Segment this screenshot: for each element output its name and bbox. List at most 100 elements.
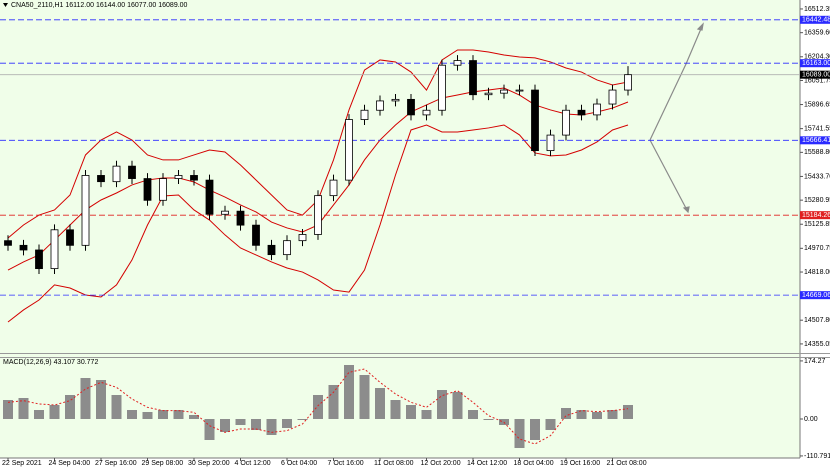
candle-body — [500, 89, 508, 94]
candle-body — [298, 234, 307, 242]
y-tick-label: 16512.35 — [804, 6, 830, 13]
level-label-box — [800, 59, 830, 68]
level-label-box — [800, 15, 830, 24]
macd-bar — [18, 398, 29, 419]
x-tick-label: 27 Sep 16:00 — [95, 460, 137, 467]
chart-title: CNA50_2110,H1 16112.00 16144.00 16077.00… — [11, 2, 188, 9]
y-tick-label: 15741.55 — [804, 125, 830, 132]
candle-body — [608, 89, 617, 105]
y-tick-label: 174.27 — [804, 358, 826, 365]
candle-body — [484, 92, 493, 96]
y-tick-label: 16204.30 — [804, 54, 830, 61]
candle-body — [360, 109, 369, 120]
candle-body — [97, 175, 105, 183]
candle-body — [66, 229, 74, 246]
candle-body — [515, 89, 524, 92]
level-label-box — [800, 291, 830, 300]
macd-bar — [111, 395, 122, 419]
macd-bar — [437, 390, 447, 419]
x-tick-label: 29 Sep 08:00 — [142, 460, 184, 467]
y-tick-label: 15588.80 — [804, 149, 830, 156]
candle-body — [624, 74, 632, 91]
x-tick-label: 4 Oct 12:00 — [235, 460, 271, 467]
candle-body — [221, 210, 229, 215]
macd-bar — [359, 375, 370, 419]
candle-body — [593, 103, 601, 116]
macd-bar — [3, 400, 13, 419]
macd-bar — [34, 410, 44, 419]
candle-body — [577, 109, 586, 116]
macd-bar — [514, 419, 525, 448]
x-tick-label: 30 Sep 20:00 — [188, 460, 230, 467]
candle-body — [159, 178, 167, 201]
macd-bar — [235, 419, 246, 425]
macd-bar — [344, 365, 354, 419]
candle-body — [283, 240, 291, 256]
last-price-box — [800, 70, 830, 79]
last-price-label: 16089.00 — [802, 72, 830, 79]
y-tick-label: 15896.65 — [804, 101, 830, 108]
level-label: 15666.41 — [802, 137, 830, 144]
macd-bar — [483, 419, 494, 420]
candle-body — [50, 229, 59, 270]
macd-bar — [266, 419, 277, 435]
candle-body — [19, 244, 28, 251]
y-tick-label: 14970.75 — [804, 245, 830, 252]
candle-body — [236, 210, 245, 226]
level-label-box — [800, 136, 830, 145]
macd-bar — [65, 395, 75, 419]
macd-bar — [282, 419, 292, 428]
y-tick-label: 0.00 — [804, 416, 818, 423]
level-label-box — [800, 211, 830, 220]
x-tick-label: 22 Sep 2021 — [2, 460, 42, 467]
macd-bar — [328, 385, 339, 419]
candle-body — [174, 175, 183, 179]
signal-line — [7, 368, 629, 445]
candle-body — [252, 224, 260, 246]
y-tick-label: 14507.80 — [804, 317, 830, 324]
y-tick-label: 14818.00 — [804, 269, 830, 276]
level-label: 14669.06 — [802, 292, 830, 299]
candle-body — [143, 178, 152, 201]
y-tick-label: 14355.05 — [804, 341, 830, 348]
macd-bar — [452, 392, 463, 419]
axis-background — [0, 458, 830, 467]
candle-body — [562, 109, 570, 136]
macd-bar — [49, 405, 60, 419]
y-tick-label: 15280.95 — [804, 197, 830, 204]
y-tick-label: 16359.60 — [804, 30, 830, 37]
candle-body — [314, 195, 322, 235]
macd-bar — [406, 405, 416, 419]
level-label: 16442.48 — [802, 17, 830, 24]
x-tick-label: 19 Oct 16:00 — [560, 460, 600, 467]
level-label: 15184.26 — [802, 212, 830, 219]
macd-bar — [592, 412, 602, 419]
x-tick-label: 6 Oct 04:00 — [281, 460, 317, 467]
candle-body — [469, 60, 477, 96]
candle-body — [376, 100, 384, 111]
macd-bar — [204, 419, 215, 440]
macd-bar — [561, 408, 571, 419]
candle-body — [546, 134, 555, 152]
candle-body — [190, 175, 198, 181]
level-label: 16163.00 — [802, 60, 830, 67]
x-tick-label: 14 Oct 12:00 — [467, 460, 507, 467]
x-tick-label: 21 Oct 08:00 — [607, 460, 647, 467]
candle-body — [35, 249, 43, 270]
candle-body — [128, 165, 136, 179]
macd-bar — [313, 395, 323, 419]
indicator-title: MACD(12,26,9) 43.107 30.772 — [3, 359, 98, 366]
candle-body — [453, 60, 462, 66]
candle-body — [407, 98, 415, 116]
macd-bar — [545, 419, 556, 430]
macd-bar — [421, 410, 432, 419]
forecast-arrows — [649, 22, 704, 214]
macd-bar — [530, 419, 540, 440]
candle-body — [205, 179, 214, 215]
macd-bar — [375, 388, 385, 419]
candle-body — [112, 165, 121, 183]
macd-bar — [173, 410, 184, 419]
candle-body — [329, 179, 338, 197]
macd-bar — [158, 410, 168, 419]
candle-body — [531, 89, 539, 152]
